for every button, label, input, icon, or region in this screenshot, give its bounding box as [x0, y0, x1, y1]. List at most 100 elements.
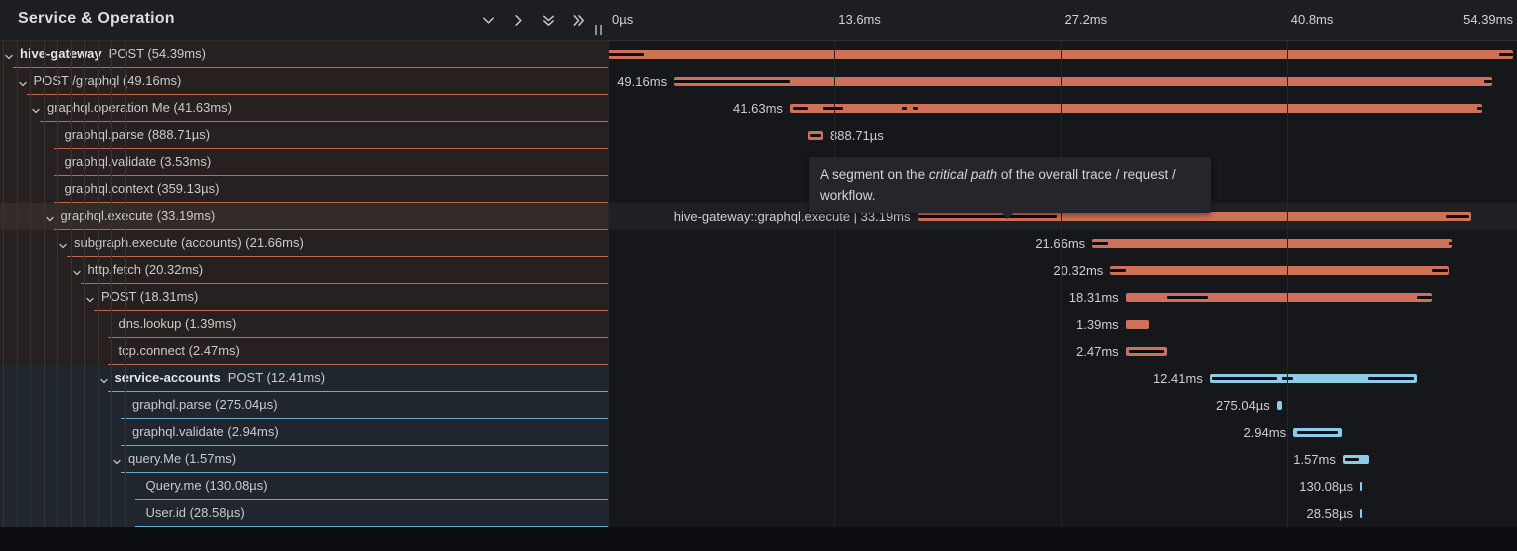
row-underline	[121, 418, 608, 419]
span-bar-cell[interactable]: 41.63ms	[608, 95, 1517, 122]
indent-guide	[16, 41, 18, 527]
bar-duration-label: 130.08µs	[1299, 479, 1354, 494]
span-rows: hive-gateway POST (54.39ms) POST /graphql …	[0, 41, 1517, 527]
critical-path-segment	[913, 107, 918, 110]
span-row: POST (18.31ms) 18.31ms	[0, 284, 1517, 311]
span-name-cell[interactable]: graphql.context (359.13µs)	[0, 176, 608, 203]
span-duration-bar[interactable]	[1360, 509, 1363, 518]
span-duration-bar[interactable]	[789, 104, 1483, 113]
chevron-down-icon[interactable]	[31, 103, 41, 121]
indent-guide	[70, 41, 72, 527]
chevron-down-icon[interactable]	[4, 49, 14, 67]
span-name-cell[interactable]: graphql.validate (2.94ms)	[0, 419, 608, 446]
span-bar-cell[interactable]: 49.16ms	[608, 68, 1517, 95]
span-name-cell[interactable]: graphql.operation Me (41.63ms)	[0, 95, 608, 122]
span-bar-cell[interactable]: 2.94ms	[608, 419, 1517, 446]
span-name-cell[interactable]: subgraph.execute (accounts) (21.66ms)	[0, 230, 608, 257]
critical-path-segment	[1448, 242, 1452, 245]
span-row: subgraph.execute (accounts) (21.66ms) 21.…	[0, 230, 1517, 257]
span-duration-bar[interactable]	[1125, 347, 1167, 356]
span-name-cell[interactable]: graphql.execute (33.19ms)	[0, 203, 608, 230]
span-duration-bar[interactable]	[1342, 455, 1370, 464]
collapse-one-icon[interactable]	[481, 13, 496, 28]
span-name-cell[interactable]: tcp.connect (2.47ms)	[0, 338, 608, 365]
bar-duration-label: 21.66ms	[1035, 230, 1085, 257]
expand-all-icon[interactable]	[571, 13, 586, 28]
span-label: Query.me (130.08µs)	[145, 478, 268, 493]
critical-path-segment	[1092, 242, 1109, 245]
span-duration-bar[interactable]	[1125, 320, 1149, 329]
chevron-down-icon[interactable]	[18, 76, 28, 94]
chevron-down-icon[interactable]	[112, 454, 122, 472]
bar-duration-label: 1.39ms	[1076, 317, 1119, 332]
span-duration-bar[interactable]	[1125, 293, 1432, 302]
span-name-cell[interactable]: User.id (28.58µs)	[0, 500, 608, 527]
row-underline	[134, 526, 608, 527]
chevron-down-icon[interactable]	[85, 292, 95, 310]
expand-one-icon[interactable]	[511, 13, 526, 28]
span-name-cell[interactable]: Query.me (130.08µs)	[0, 473, 608, 500]
row-underline	[107, 391, 608, 392]
span-duration-bar[interactable]	[1276, 401, 1282, 410]
span-bar-cell[interactable]: 18.31ms	[608, 284, 1517, 311]
span-label: graphql.context (359.13µs)	[64, 181, 220, 196]
timeline-gridline	[834, 41, 836, 527]
span-bar-cell[interactable]: 1.39ms	[608, 311, 1517, 338]
timeline-track: 1.39ms	[608, 311, 1513, 338]
span-row: tcp.connect (2.47ms) 2.47ms	[0, 338, 1517, 365]
span-name-cell[interactable]: POST /graphql (49.16ms)	[0, 68, 608, 95]
critical-path-segment	[1476, 107, 1483, 110]
span-name-cell[interactable]: service-accounts POST (12.41ms)	[0, 365, 608, 392]
timeline-track: 18.31ms	[608, 284, 1513, 311]
span-bar-cell[interactable]: 2.47ms	[608, 338, 1517, 365]
span-bar-cell[interactable]: 20.32ms	[608, 257, 1517, 284]
critical-path-segment	[1128, 350, 1164, 353]
span-name-cell[interactable]: graphql.parse (888.71µs)	[0, 122, 608, 149]
chevron-down-icon[interactable]	[58, 238, 68, 256]
span-bar-cell[interactable]	[608, 41, 1517, 68]
span-label: POST /graphql (49.16ms)	[33, 73, 182, 88]
span-duration-bar[interactable]	[1209, 374, 1418, 383]
span-name-cell[interactable]: graphql.parse (275.04µs)	[0, 392, 608, 419]
span-bar-cell[interactable]: 12.41ms	[608, 365, 1517, 392]
span-bar-cell[interactable]: 888.71µs	[608, 122, 1517, 149]
axis-tick-label: 13.6ms	[838, 12, 881, 27]
row-underline	[134, 499, 608, 500]
span-name-cell[interactable]: dns.lookup (1.39ms)	[0, 311, 608, 338]
span-name-cell[interactable]: query.Me (1.57ms)	[0, 446, 608, 473]
chevron-down-icon[interactable]	[45, 211, 55, 229]
span-duration-bar[interactable]	[674, 77, 1493, 86]
chevron-down-icon[interactable]	[72, 265, 82, 283]
row-underline	[94, 310, 608, 311]
span-bar-cell[interactable]: 1.57ms	[608, 446, 1517, 473]
timeline-track: 28.58µs	[608, 500, 1513, 527]
critical-path-segment	[674, 80, 791, 83]
span-duration-bar[interactable]	[808, 131, 824, 140]
span-name-cell[interactable]: http.fetch (20.32ms)	[0, 257, 608, 284]
row-underline	[53, 202, 608, 203]
span-duration-bar[interactable]	[1293, 428, 1342, 437]
span-duration-bar[interactable]	[1360, 482, 1363, 491]
bar-duration-label: 275.04µs	[1216, 398, 1270, 413]
span-label: subgraph.execute (accounts) (21.66ms)	[74, 235, 304, 250]
indent-guide	[57, 41, 58, 527]
span-row: graphql.validate (2.94ms) 2.94ms	[0, 419, 1517, 446]
chevron-down-icon[interactable]	[99, 373, 109, 391]
timeline-track: 41.63ms	[608, 95, 1513, 122]
span-label: tcp.connect (2.47ms)	[118, 343, 240, 358]
panel-resize-handle-icon[interactable]	[594, 24, 604, 36]
span-duration-bar[interactable]	[1110, 266, 1449, 275]
critical-path-segment	[1446, 215, 1469, 218]
timeline-gridline	[1060, 41, 1062, 527]
span-name-cell[interactable]: POST (18.31ms)	[0, 284, 608, 311]
collapse-all-icon[interactable]	[541, 13, 556, 28]
span-bar-cell[interactable]: 130.08µs	[608, 473, 1517, 500]
span-bar-cell[interactable]: 28.58µs	[608, 500, 1517, 527]
span-bar-cell[interactable]: 21.66ms	[608, 230, 1517, 257]
span-bar-cell[interactable]: 275.04µs	[608, 392, 1517, 419]
span-name-cell[interactable]: graphql.validate (3.53ms)	[0, 149, 608, 176]
span-duration-bar[interactable]	[1092, 239, 1453, 248]
span-row: graphql.validate (3.53ms)3.53ms	[0, 149, 1517, 176]
span-name-cell[interactable]: hive-gateway POST (54.39ms)	[0, 41, 608, 68]
span-duration-bar[interactable]	[917, 212, 1472, 221]
